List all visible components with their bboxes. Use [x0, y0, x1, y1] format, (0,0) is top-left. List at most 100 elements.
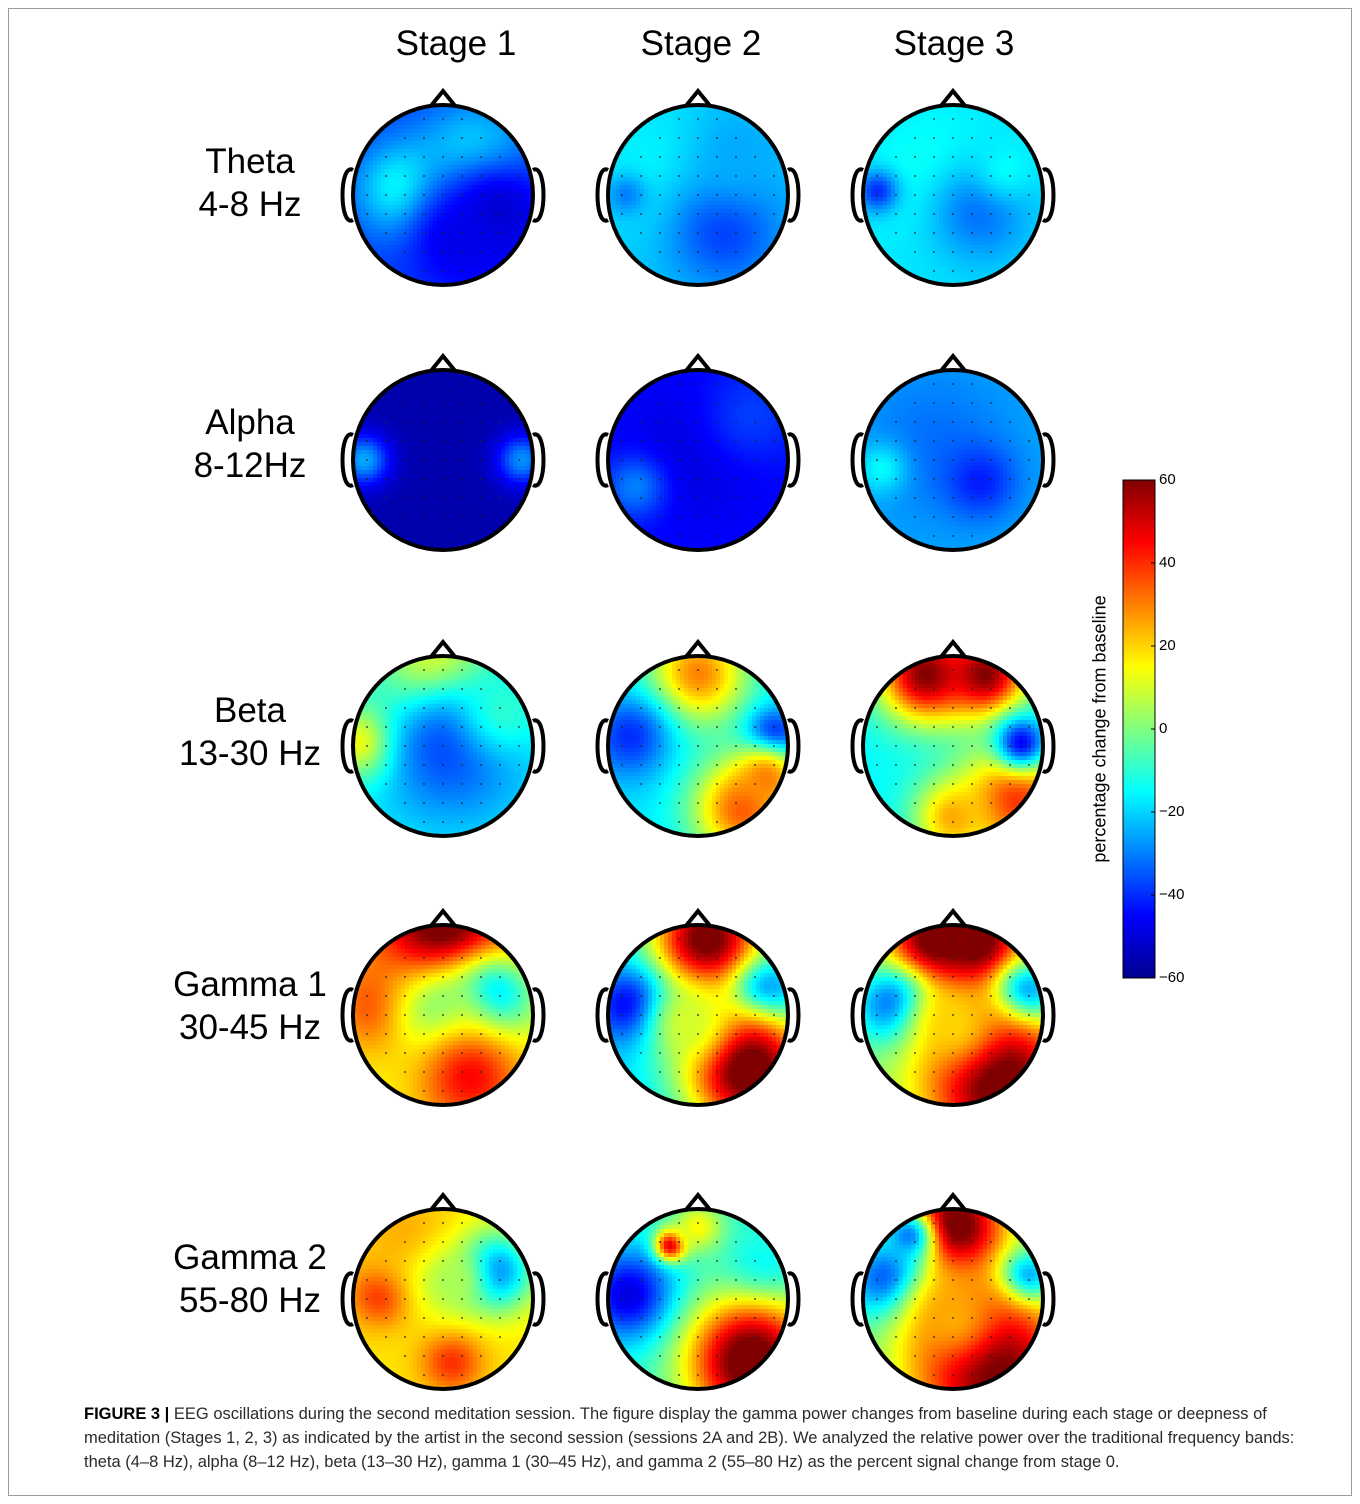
electrode-dot	[678, 156, 680, 158]
electrode-dot	[640, 478, 642, 480]
electrode-dot	[423, 232, 425, 234]
electrode-dot	[914, 783, 916, 785]
electrode-dot	[971, 1071, 973, 1073]
electrode-dot	[385, 783, 387, 785]
electrode-dot	[480, 232, 482, 234]
electrode-dot	[895, 497, 897, 499]
electrode-dot	[952, 938, 954, 940]
electrode-dot	[754, 976, 756, 978]
electrode-dot	[499, 995, 501, 997]
electrode-dot	[773, 1014, 775, 1016]
electrode-dot	[697, 688, 699, 690]
electrode-dot	[716, 440, 718, 442]
electrode-dot	[659, 802, 661, 804]
electrode-dot	[735, 1014, 737, 1016]
electrode-dot	[716, 957, 718, 959]
electrode-dot	[933, 175, 935, 177]
electrode-dot	[442, 745, 444, 747]
electrode-dot	[990, 175, 992, 177]
electrode-dot	[933, 957, 935, 959]
electrode-dot	[697, 802, 699, 804]
electrode-dot	[914, 251, 916, 253]
electrode-dot	[971, 1260, 973, 1262]
electrode-dot	[952, 726, 954, 728]
electrode-dot	[952, 976, 954, 978]
electrode-dot	[499, 783, 501, 785]
electrode-dot	[442, 213, 444, 215]
electrode-dot	[697, 1071, 699, 1073]
electrode-dot	[518, 175, 520, 177]
electrode-dot	[621, 459, 623, 461]
electrode-dot	[1009, 726, 1011, 728]
electrode-dot	[461, 270, 463, 272]
electrode-dot	[423, 118, 425, 120]
electrode-dot	[480, 1298, 482, 1300]
electrode-dot	[735, 497, 737, 499]
electrode-dot	[480, 478, 482, 480]
head-outline	[351, 923, 535, 1107]
electrode-dot	[1028, 1298, 1030, 1300]
electrode-dot	[716, 783, 718, 785]
electrode-dot	[621, 478, 623, 480]
left-ear	[595, 987, 609, 1043]
electrode-dot	[442, 1241, 444, 1243]
electrode-dot	[480, 1317, 482, 1319]
electrode-dot	[480, 764, 482, 766]
topomap-svg	[340, 907, 546, 1107]
electrode-dot	[735, 1279, 737, 1281]
electrode-dot	[678, 1374, 680, 1376]
electrode-dot	[952, 669, 954, 671]
electrode-dot	[933, 137, 935, 139]
electrode-dot	[971, 783, 973, 785]
electrode-dot	[697, 270, 699, 272]
electrode-dot	[678, 118, 680, 120]
colorbar-gradient	[1122, 479, 1156, 979]
electrode-dot	[933, 726, 935, 728]
electrode-dot	[1009, 1298, 1011, 1300]
electrode-dot	[385, 1317, 387, 1319]
electrode-dot	[518, 995, 520, 997]
electrode-dot	[499, 1052, 501, 1054]
electrode-dot	[735, 688, 737, 690]
electrode-dot	[876, 194, 878, 196]
electrode-dot	[442, 421, 444, 423]
nose	[428, 87, 458, 109]
left-ear	[340, 718, 354, 774]
electrode-dot	[697, 976, 699, 978]
electrode-dot	[735, 516, 737, 518]
electrode-dot	[659, 232, 661, 234]
electrode-dot	[385, 1260, 387, 1262]
electrode-dot	[895, 1317, 897, 1319]
electrode-dot	[385, 213, 387, 215]
electrode-dot	[461, 383, 463, 385]
electrode-dot	[461, 440, 463, 442]
electrode-dot	[678, 383, 680, 385]
electrode-dot	[480, 175, 482, 177]
electrode-dot	[952, 783, 954, 785]
electrode-dot	[499, 213, 501, 215]
electrode-dot	[716, 995, 718, 997]
electrode-dot	[990, 421, 992, 423]
electrode-dot	[952, 497, 954, 499]
electrode-dot	[659, 175, 661, 177]
electrode-dot	[971, 1052, 973, 1054]
electrode-dot	[678, 251, 680, 253]
electrode-dot	[933, 1033, 935, 1035]
row-label-gamma-1: Gamma 1 30-45 Hz	[140, 963, 360, 1049]
head-outline	[351, 103, 535, 287]
electrode-dot	[933, 213, 935, 215]
nose	[428, 1191, 458, 1213]
electrode-dot	[716, 821, 718, 823]
electrode-dot	[735, 175, 737, 177]
electrode-dot	[659, 421, 661, 423]
electrode-dot	[914, 976, 916, 978]
electrode-dot	[518, 478, 520, 480]
electrode-dot	[933, 1260, 935, 1262]
electrode-dot	[914, 707, 916, 709]
right-ear	[1042, 718, 1056, 774]
electrode-dot	[461, 783, 463, 785]
electrode-dot	[971, 213, 973, 215]
electrode-dot	[773, 1317, 775, 1319]
nose	[938, 352, 968, 374]
electrode-dot	[442, 156, 444, 158]
